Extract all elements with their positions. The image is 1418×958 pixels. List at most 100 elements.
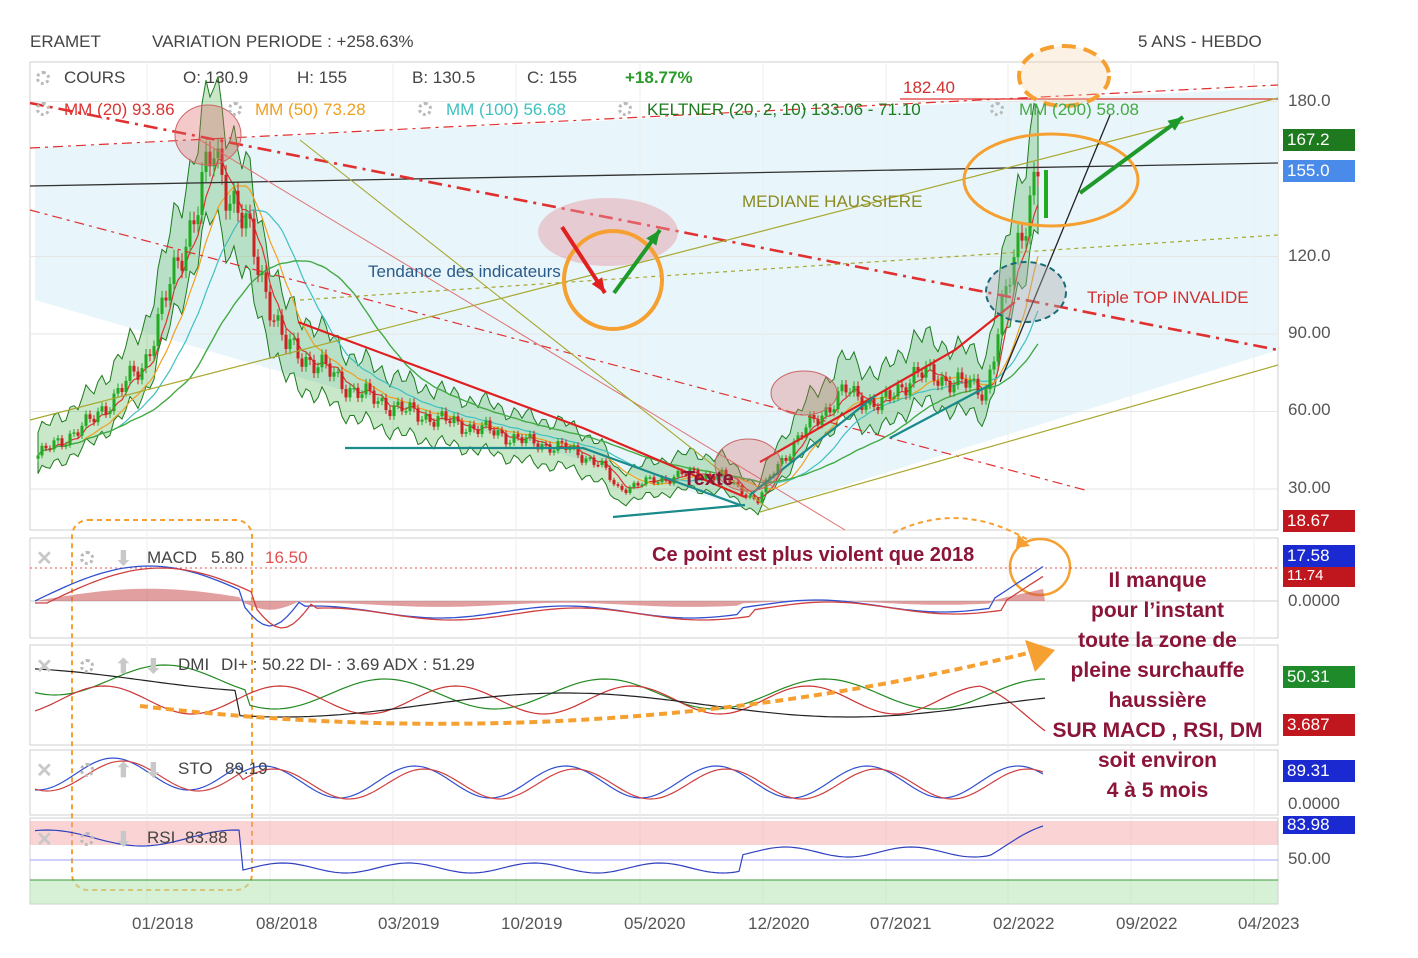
candle-body — [128, 365, 132, 381]
candle-body — [400, 401, 404, 412]
candle-body — [40, 445, 44, 456]
candle-body — [196, 215, 200, 225]
gear-icon[interactable] — [618, 102, 632, 116]
candle-body — [344, 389, 348, 398]
candle-body — [660, 477, 664, 483]
candle-body — [376, 401, 380, 404]
candle-body — [440, 411, 444, 417]
candle-body — [108, 411, 112, 415]
gear-icon[interactable] — [228, 102, 242, 116]
x-tick-label: 12/2020 — [748, 914, 810, 933]
price-badge-keltner-high: 167.2 — [1283, 129, 1355, 151]
legend-open: O: 130.9 — [183, 68, 249, 87]
triple-top-label: Triple TOP INVALIDE — [1087, 288, 1249, 307]
candle-body — [48, 448, 52, 450]
candle-body — [304, 356, 308, 367]
candle-body — [52, 440, 56, 450]
price-badge-low: 18.67 — [1283, 510, 1355, 532]
macd-badge-2: 11.74 — [1283, 565, 1355, 587]
candle-body — [444, 411, 448, 421]
candle-body — [948, 380, 952, 393]
symbol-label: ERAMET — [30, 32, 101, 51]
arrow-down-icon[interactable]: ⬇ — [115, 829, 132, 851]
candle-body — [368, 383, 372, 391]
dmi-badge-2: 3.687 — [1283, 714, 1355, 736]
arrow-down-icon[interactable]: ⬇ — [145, 760, 162, 782]
close-icon[interactable]: ✕ — [36, 548, 53, 570]
arrow-down-icon[interactable]: ⬇ — [145, 656, 162, 678]
y-tick-label: 120.0 — [1288, 246, 1331, 265]
candle-body — [868, 398, 872, 405]
candle-body — [292, 338, 296, 340]
x-tick-label: 10/2019 — [501, 914, 563, 933]
candle-body — [520, 437, 524, 444]
close-icon[interactable]: ✕ — [36, 760, 53, 782]
candle-body — [380, 397, 384, 402]
candle-body — [996, 334, 1000, 362]
gear-icon[interactable] — [36, 102, 50, 116]
highlight-ellipse — [714, 438, 782, 492]
candle-body — [796, 435, 800, 442]
candle-body — [780, 458, 784, 465]
gear-icon[interactable] — [80, 832, 94, 846]
candle-body — [492, 430, 496, 436]
x-tick-label: 01/2018 — [132, 914, 194, 933]
legend-mm20: MM (20) 93.86 — [64, 100, 175, 119]
candle-body — [396, 401, 400, 406]
candle-body — [364, 383, 368, 395]
candle-body — [224, 174, 228, 211]
candle-body — [348, 387, 352, 398]
candle-body — [640, 484, 644, 487]
candle-body — [776, 464, 780, 474]
candle-body — [540, 444, 544, 450]
candle-body — [268, 291, 272, 321]
candle-body — [816, 419, 820, 426]
candle-body — [188, 220, 192, 247]
candle-body — [864, 404, 868, 410]
candle-body — [36, 455, 40, 459]
candle-body — [536, 443, 540, 450]
candle-body — [532, 433, 536, 444]
close-icon[interactable]: ✕ — [36, 656, 53, 678]
note-line: pleine surchauffe — [1070, 659, 1245, 682]
candle-body — [160, 297, 164, 314]
orange-dashed-arrow — [139, 648, 1041, 726]
candle-body — [504, 433, 508, 445]
gear-icon[interactable] — [80, 659, 94, 673]
arrow-up-icon[interactable]: ⬆ — [115, 760, 132, 782]
candle-body — [652, 477, 656, 484]
dmi-values: DI+ : 50.22 DI- : 3.69 ADX : 51.29 — [221, 655, 475, 674]
macd-signal-line — [35, 567, 1044, 629]
candle-body — [564, 442, 568, 450]
candle-body — [588, 457, 592, 460]
candle-body — [488, 420, 492, 431]
gear-icon[interactable] — [80, 551, 94, 565]
gear-icon[interactable] — [36, 71, 50, 85]
x-tick-label: 03/2019 — [378, 914, 440, 933]
gear-icon[interactable] — [990, 102, 1004, 116]
arrow-down-icon[interactable]: ⬇ — [115, 548, 132, 570]
resistance-label: 182.40 — [903, 78, 955, 97]
sto-panel-frame — [29, 749, 1279, 816]
legend-mm50: MM (50) 73.28 — [255, 100, 366, 119]
arrow-up-icon[interactable]: ⬆ — [115, 656, 132, 678]
candle-body — [60, 438, 64, 447]
mm200-line — [37, 260, 1039, 484]
candle-body — [68, 433, 72, 445]
period-label[interactable]: 5 ANS - HEBDO — [1138, 32, 1262, 51]
candle-body — [208, 151, 212, 167]
candle-body — [76, 432, 80, 436]
close-icon[interactable]: ✕ — [36, 829, 53, 851]
candle-body — [404, 411, 408, 413]
candle-body — [472, 424, 476, 430]
x-tick-label: 05/2020 — [624, 914, 686, 933]
rsi-oversold-zone — [30, 880, 1278, 904]
dmi-title: DMI — [178, 655, 210, 674]
candle-body — [636, 482, 640, 486]
gear-icon[interactable] — [80, 763, 94, 777]
sto-d-line — [34, 760, 1044, 800]
gear-icon[interactable] — [418, 102, 432, 116]
candle-body — [668, 480, 672, 484]
candle-body — [320, 354, 324, 368]
sto-badge: 89.31 — [1283, 760, 1355, 782]
